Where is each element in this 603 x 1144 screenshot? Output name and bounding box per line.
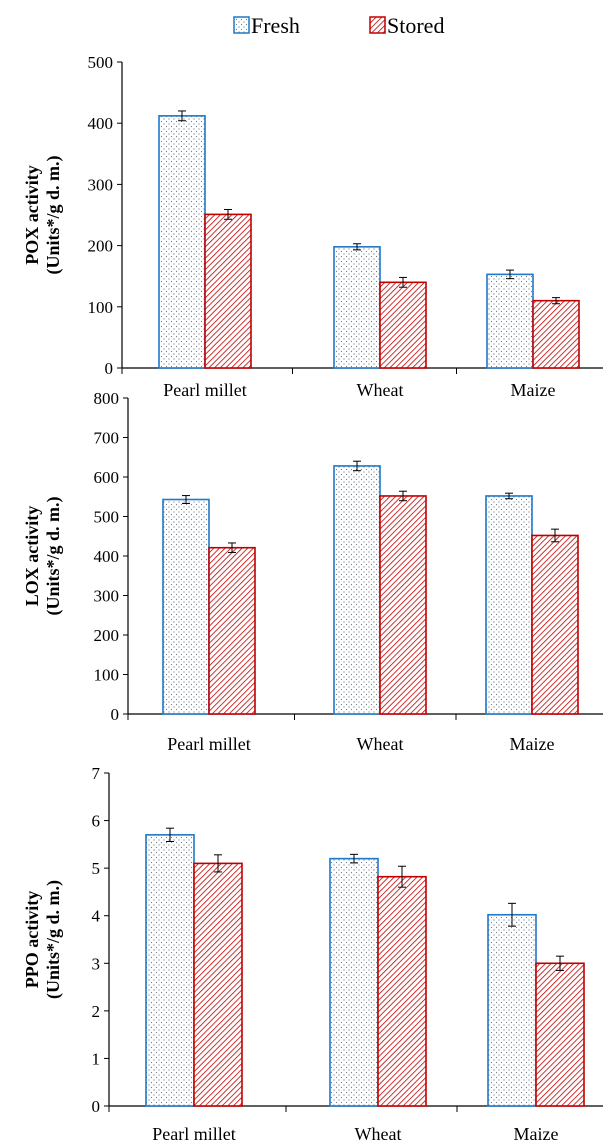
lox-error-bar-fresh-maize	[505, 492, 513, 500]
ppo-activity-chart: 0 1 2 3 4 5 6 7 Pearl millet Wheat Maize PPO activi…	[0, 756, 603, 1144]
ppo-bar-fresh-wheat	[329, 857, 379, 1107]
pox-y-tick-label: 500	[88, 53, 114, 72]
pox-y-tick-label: 0	[105, 359, 114, 378]
pox-x-tick-label-wheat: Wheat	[357, 380, 404, 400]
lox-y-tick-label: 800	[94, 389, 120, 408]
pox-error-bar-stored-wheat	[399, 276, 407, 288]
lox-error-bar-stored-pearl-millet	[228, 542, 236, 553]
lox-y-tick-label: 100	[94, 666, 120, 685]
pox-bar-fresh-pearl-millet	[158, 115, 206, 369]
lox-y-axis-label-line: (Units*/g d. m.)	[43, 496, 64, 615]
ppo-bar-fresh-maize	[487, 913, 537, 1107]
ppo-y-tick-label: 2	[92, 1002, 101, 1021]
lox-y-tick-label: 700	[94, 429, 120, 448]
pox-error-bar-stored-pearl-millet	[224, 208, 232, 220]
lox-y-tick-label: 400	[94, 547, 120, 566]
lox-error-bar-fresh-wheat	[353, 460, 361, 472]
pox-activity-chart: 0 100 200 300 400 500 Pearl millet Wheat Maize PO…	[0, 50, 603, 400]
ppo-error-bar-fresh-pearl-millet	[166, 827, 174, 843]
pox-y-axis-label-line: POX activity	[22, 165, 42, 264]
pox-bar-stored-pearl-millet	[204, 213, 252, 369]
legend-label-fresh: Fresh	[251, 13, 300, 38]
legend-item-fresh: Fresh	[233, 13, 300, 38]
lox-y-tick-label: 200	[94, 626, 120, 645]
lox-chart-svg: 0 100 200 300 400 500 600 700 800 Pearl millet Whe…	[22, 389, 603, 754]
ppo-bar-stored-maize	[535, 962, 585, 1107]
pox-bar-fresh-maize	[486, 273, 534, 369]
ppo-error-bar-fresh-maize	[508, 902, 516, 927]
lox-y-tick-label: 300	[94, 587, 120, 606]
pox-x-tick-label-maize: Maize	[511, 380, 556, 400]
legend-item-stored: Stored	[369, 13, 444, 38]
ppo-y-tick-label: 7	[92, 764, 101, 783]
ppo-y-tick-label: 4	[92, 907, 101, 926]
lox-y-tick-label: 500	[94, 508, 120, 527]
lox-bar-stored-wheat	[379, 495, 427, 715]
lox-x-tick-label-pearl-millet: Pearl millet	[167, 734, 250, 754]
legend-swatch-fresh	[233, 16, 250, 34]
ppo-y-tick-label: 0	[92, 1097, 101, 1116]
ppo-y-axis-label: PPO activity(Units*/g d. m.)	[22, 880, 64, 999]
ppo-y-axis-label-line: (Units*/g d. m.)	[43, 880, 64, 999]
ppo-error-bar-fresh-wheat	[350, 853, 358, 864]
lox-y-tick-label: 600	[94, 468, 120, 487]
pox-y-tick-label: 100	[88, 298, 114, 317]
ppo-y-axis-label-line: PPO activity	[22, 891, 42, 988]
pox-y-axis-label: POX activity(Units*/g d. m.)	[22, 155, 64, 274]
lox-error-bar-stored-maize	[551, 528, 559, 543]
pox-chart-svg: 0 100 200 300 400 500 Pearl millet Wheat Maize PO…	[22, 53, 603, 400]
lox-x-tick-label-wheat: Wheat	[357, 734, 404, 754]
pox-y-tick-label: 300	[88, 175, 114, 194]
lox-bar-fresh-pearl-millet	[162, 498, 210, 715]
ppo-x-tick-label-pearl-millet: Pearl millet	[152, 1124, 235, 1144]
lox-error-bar-fresh-pearl-millet	[182, 495, 190, 504]
lox-x-tick-label-maize: Maize	[510, 734, 555, 754]
pox-error-bar-stored-maize	[552, 297, 560, 305]
pox-bar-stored-maize	[532, 299, 580, 369]
pox-y-tick-label: 200	[88, 237, 114, 256]
ppo-error-bar-stored-maize	[556, 955, 564, 971]
legend-svg: Fresh Stored	[233, 13, 444, 38]
ppo-bar-stored-wheat	[377, 875, 427, 1107]
ppo-x-tick-label-wheat: Wheat	[355, 1124, 402, 1144]
ppo-y-tick-label: 5	[92, 859, 101, 878]
lox-y-axis-label-line: LOX activity	[22, 506, 42, 607]
lox-bar-stored-pearl-millet	[208, 546, 256, 715]
lox-bar-stored-maize	[531, 534, 579, 715]
legend-swatch-stored	[369, 16, 386, 34]
ppo-y-tick-label: 3	[92, 954, 101, 973]
pox-x-tick-label-pearl-millet: Pearl millet	[163, 380, 246, 400]
pox-error-bar-fresh-maize	[506, 269, 514, 280]
ppo-chart-svg: 0 1 2 3 4 5 6 7 Pearl millet Wheat Maize PPO activi…	[22, 764, 603, 1144]
lox-activity-chart: 0 100 200 300 400 500 600 700 800 Pearl millet Whe…	[0, 388, 603, 756]
lox-error-bar-stored-wheat	[399, 490, 407, 502]
pox-bar-fresh-wheat	[333, 246, 381, 369]
ppo-error-bar-stored-pearl-millet	[214, 854, 222, 873]
ppo-y-tick-label: 6	[92, 812, 101, 831]
pox-y-axis-label-line: (Units*/g d. m.)	[43, 155, 64, 274]
ppo-y-tick-label: 1	[92, 1049, 101, 1068]
pox-bar-stored-wheat	[379, 281, 427, 369]
lox-bar-fresh-maize	[485, 495, 533, 715]
ppo-x-tick-label-maize: Maize	[514, 1124, 559, 1144]
pox-error-bar-fresh-wheat	[353, 243, 361, 251]
pox-y-tick-label: 400	[88, 114, 114, 133]
lox-y-tick-label: 0	[111, 705, 120, 724]
lox-y-axis-label: LOX activity(Units*/g d. m.)	[22, 496, 64, 615]
ppo-error-bar-stored-wheat	[398, 865, 406, 888]
ppo-bar-stored-pearl-millet	[193, 862, 243, 1107]
chart-legend: Fresh Stored	[0, 8, 603, 42]
pox-error-bar-fresh-pearl-millet	[178, 110, 186, 122]
lox-bar-fresh-wheat	[333, 465, 381, 715]
legend-label-stored: Stored	[387, 13, 444, 38]
ppo-bar-fresh-pearl-millet	[145, 834, 195, 1107]
